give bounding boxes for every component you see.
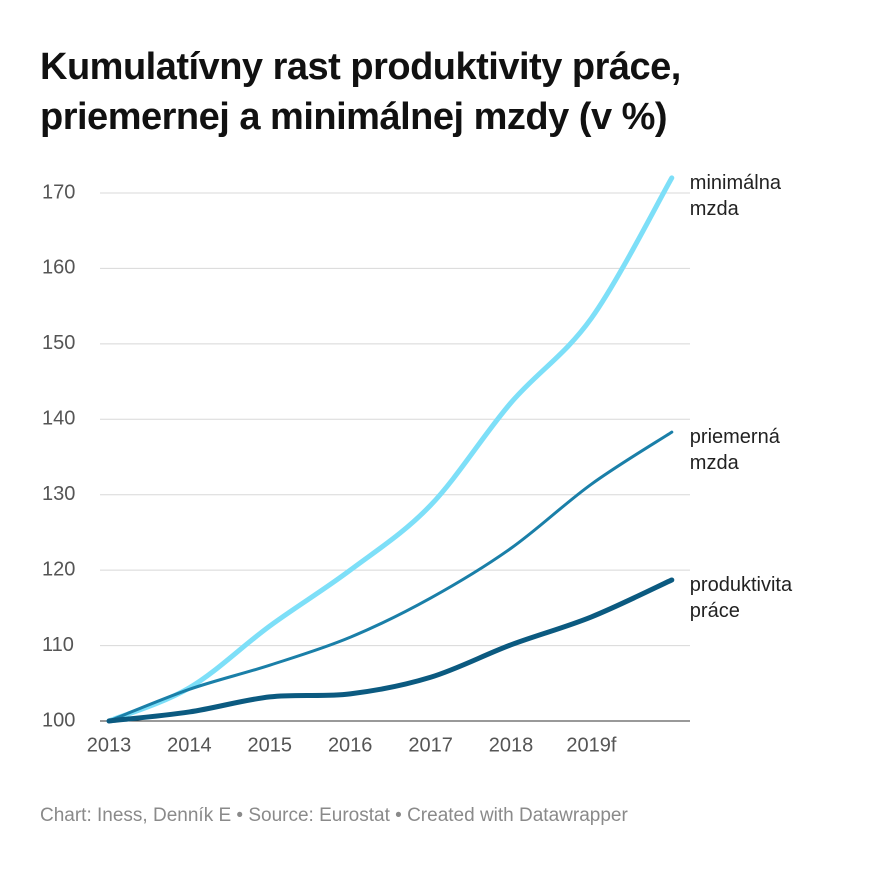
series-line: [107, 430, 674, 723]
x-tick-label: 2019f: [566, 734, 616, 756]
x-tick-label: 2018: [489, 734, 534, 756]
x-tick-label: 2014: [167, 734, 212, 756]
y-tick-label: 140: [42, 408, 75, 430]
x-tick-label: 2015: [248, 734, 293, 756]
x-tick-label: 2013: [87, 734, 132, 756]
y-tick-label: 150: [42, 332, 75, 354]
series-line: [106, 577, 675, 724]
series-label: priemerná mzda: [689, 426, 780, 475]
footer: Chart: Iness, Denník E • Source: Eurosta…: [40, 805, 628, 826]
y-tick-label: 110: [42, 634, 74, 656]
y-tick-label: 100: [42, 709, 75, 731]
series-label: produktivita práce: [689, 573, 793, 622]
chart-title: Kumulatívny rast produktivity práce, pri…: [40, 46, 681, 138]
series-line: [106, 175, 675, 724]
x-tick-label: 2016: [328, 734, 373, 756]
x-tick-label: 2017: [408, 734, 453, 756]
y-tick-label: 130: [42, 483, 75, 505]
y-tick-label: 160: [42, 257, 75, 279]
y-tick-label: 120: [42, 558, 75, 580]
y-tick-label: 170: [42, 181, 75, 203]
series-label: minimálna mzda: [689, 171, 781, 220]
